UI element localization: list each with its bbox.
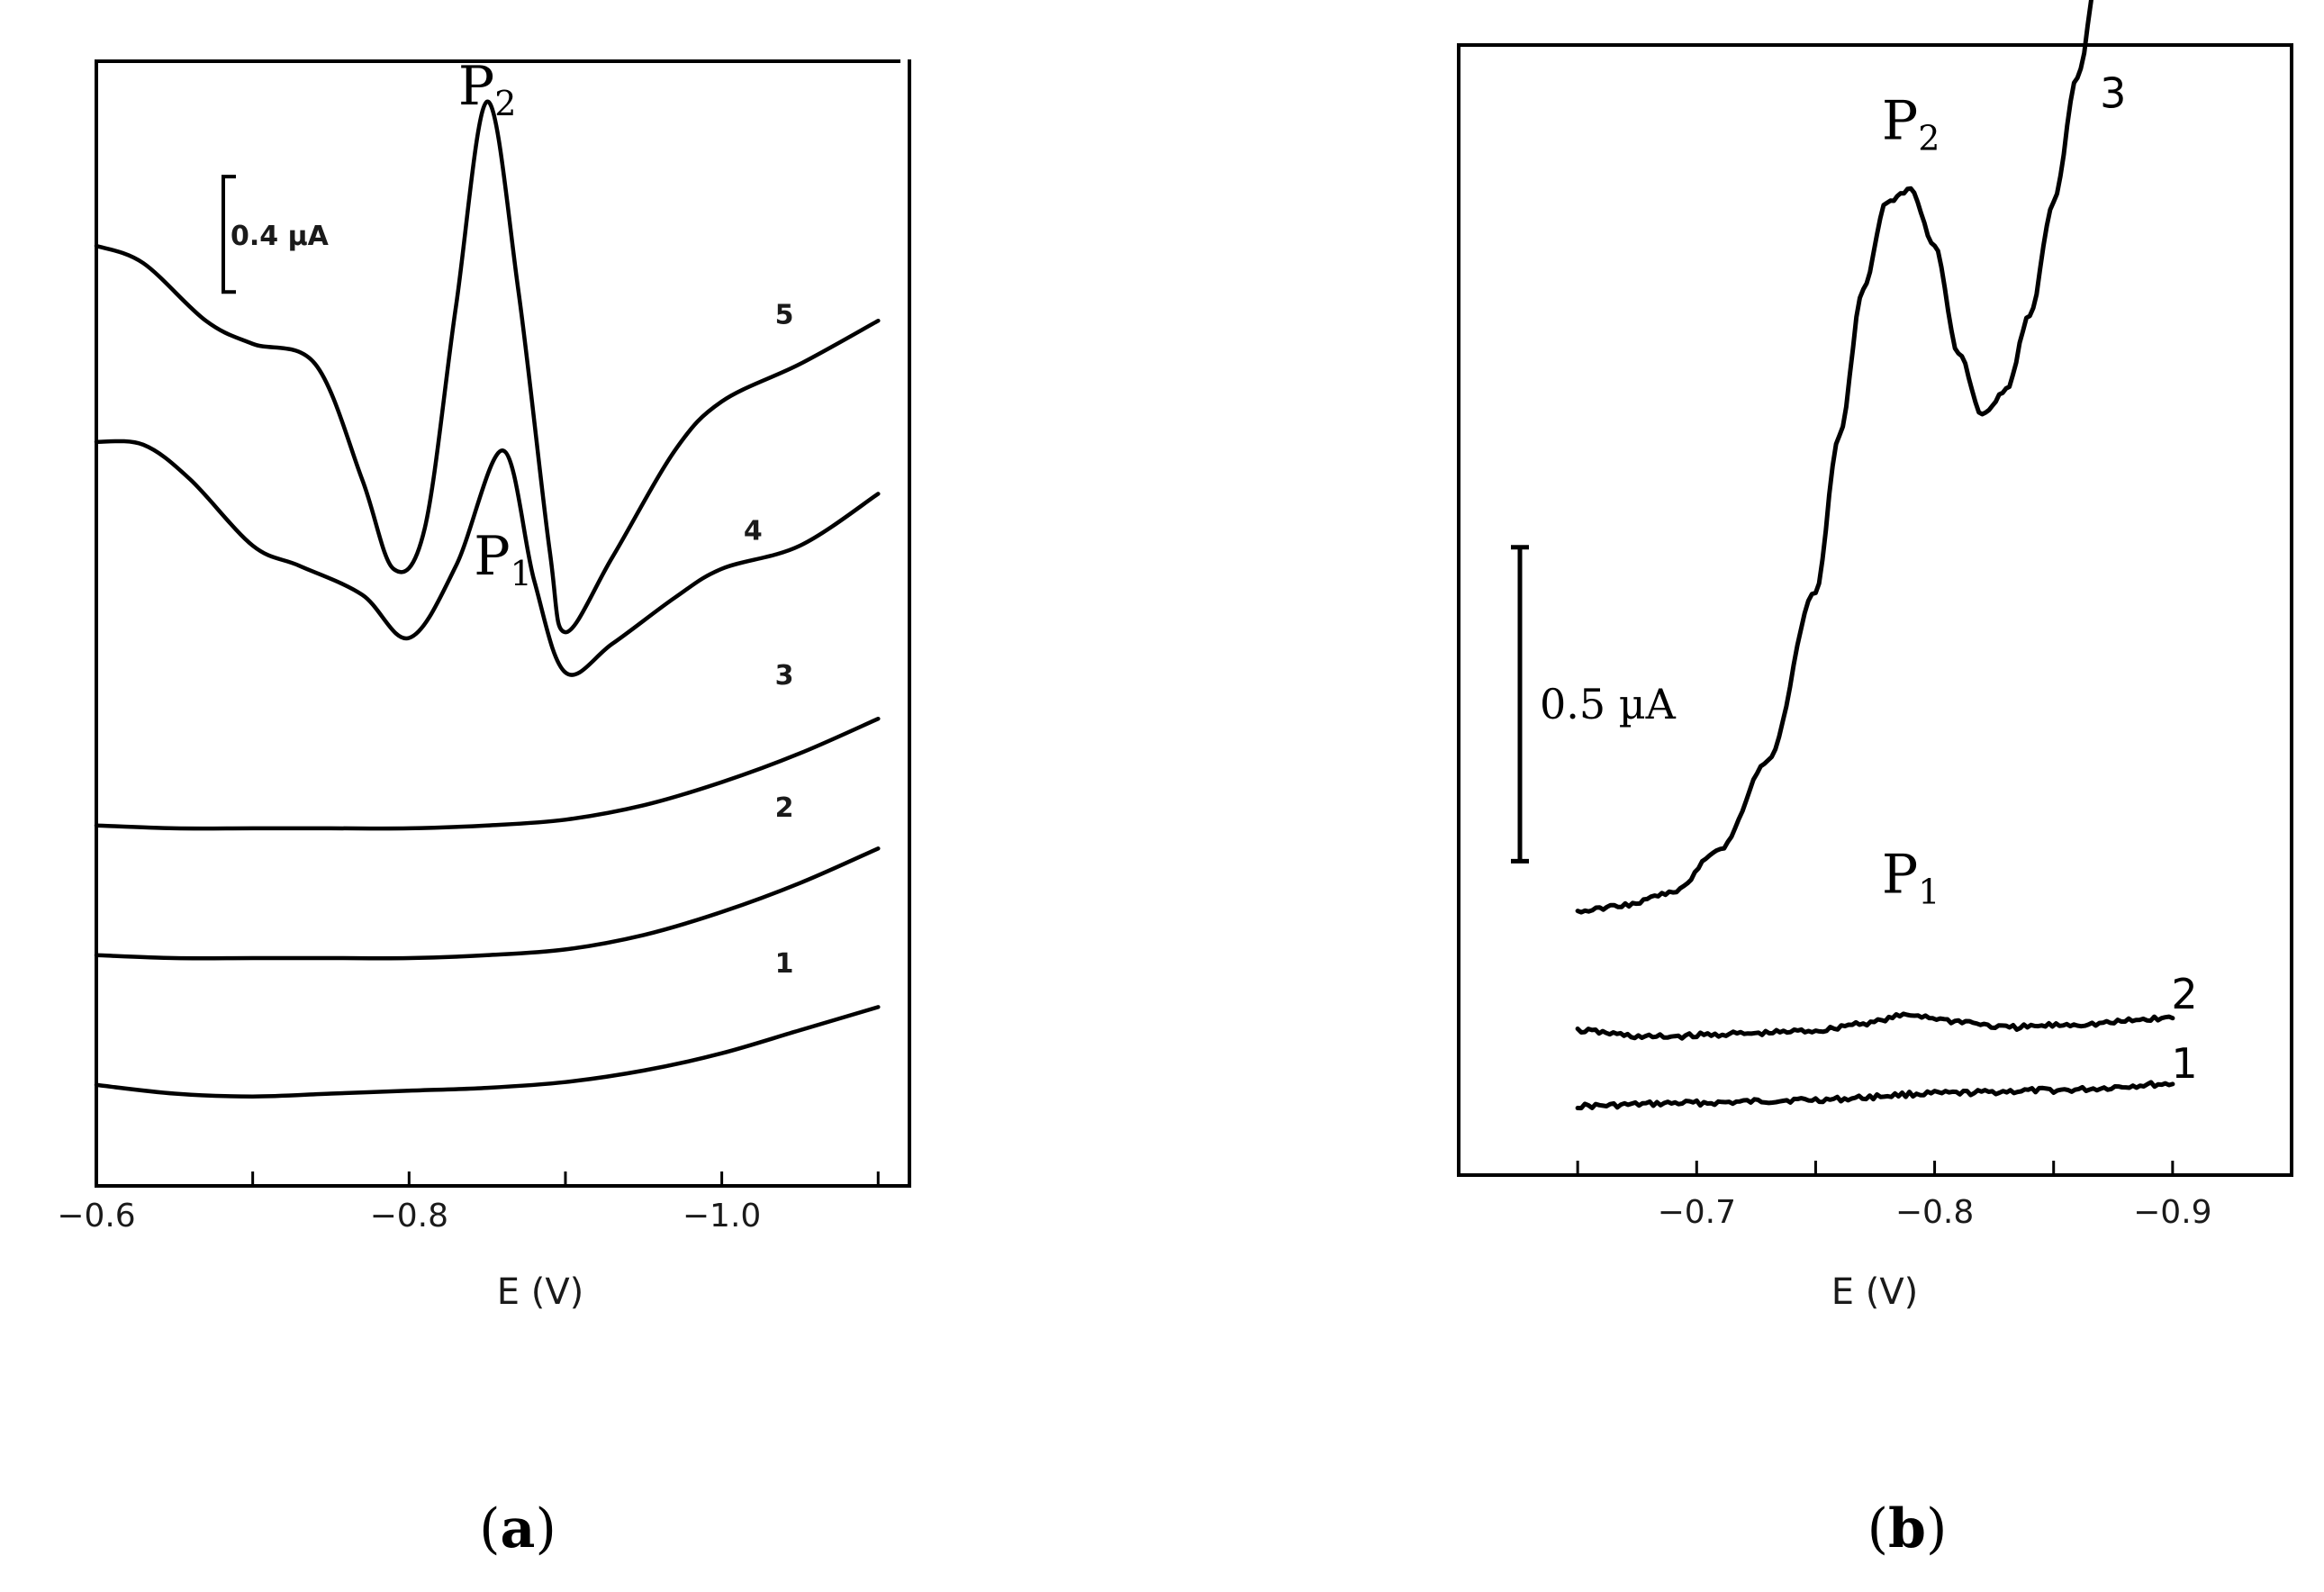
scale-bar-label: 0.5 µA [1540,680,1677,728]
peak-label-p2: P2 [1882,90,1940,158]
panel-b-scale-bar: 0.5 µA [1511,545,1677,864]
curve-2 [1575,1011,2175,1041]
peak-letter: P [474,525,510,588]
panel-a-x-axis-label: E (V) [497,1271,584,1313]
curve-1 [94,1005,881,1099]
panel-b-x-axis-label: E (V) [1831,1271,1919,1313]
panel-b-x-tick-labels: −0.7 −0.8 −0.9 [1658,1194,2212,1231]
curve-label-2: 2 [775,792,794,824]
panel-b-x-ticks [1576,1161,2175,1175]
x-tick-label: −0.7 [1658,1194,1736,1231]
panel-b-curves [1575,0,2175,1111]
peak-subscript: 1 [1918,872,1940,911]
peak-subscript: 1 [511,554,532,593]
x-tick-label: −0.6 [57,1198,135,1235]
curve-label-1: 1 [775,948,794,980]
curve-label-1: 1 [2171,1039,2197,1088]
x-tick-label: −1.0 [683,1198,761,1235]
panel-a-curves [94,99,881,1099]
peak-letter: P [1882,843,1918,906]
x-tick-label: −0.8 [370,1198,448,1235]
x-tick-label: −0.8 [1895,1194,1974,1231]
panel-a-frame [95,59,911,1188]
panel-a-x-tick-labels: −0.6 −0.8 −1.0 [57,1198,761,1235]
curve-3 [94,716,881,831]
peak-label-p1: P1 [1882,843,1940,911]
scale-bar-label: 0.4 µA [231,221,330,252]
curve-label-3: 3 [775,660,794,692]
panel-a-scale-bar: 0.4 µA [222,175,330,294]
panel-b-curve-labels: 1 2 3 [2100,69,2198,1088]
curve-2 [94,846,881,961]
curve-4 [94,439,881,677]
panel-b-caption: (b) [1867,1497,1948,1560]
curve-1 [1575,1080,2175,1111]
peak-letter: P [1882,90,1918,153]
curve-label-4: 4 [744,516,763,547]
curve-label-5: 5 [775,299,794,330]
panel-a-x-ticks [95,1171,880,1186]
curve-5 [94,99,881,635]
panel-a-caption: (a) [479,1497,556,1560]
scale-bar-line [222,175,236,294]
curve-label-3: 3 [2100,69,2126,118]
curve-label-2: 2 [2171,970,2197,1018]
scale-bar-line [1511,545,1529,864]
peak-label-p1: P1 [474,525,532,593]
panel-b-frame [1457,43,2293,1177]
peak-letter: P [458,55,494,118]
peak-label-p2: P2 [458,55,517,123]
panel-a-curve-labels: 1 2 3 4 5 [744,299,794,980]
curve-3 [1575,0,2093,915]
x-tick-label: −0.9 [2133,1194,2211,1231]
peak-subscript: 2 [1918,119,1940,158]
peak-subscript: 2 [494,84,516,123]
